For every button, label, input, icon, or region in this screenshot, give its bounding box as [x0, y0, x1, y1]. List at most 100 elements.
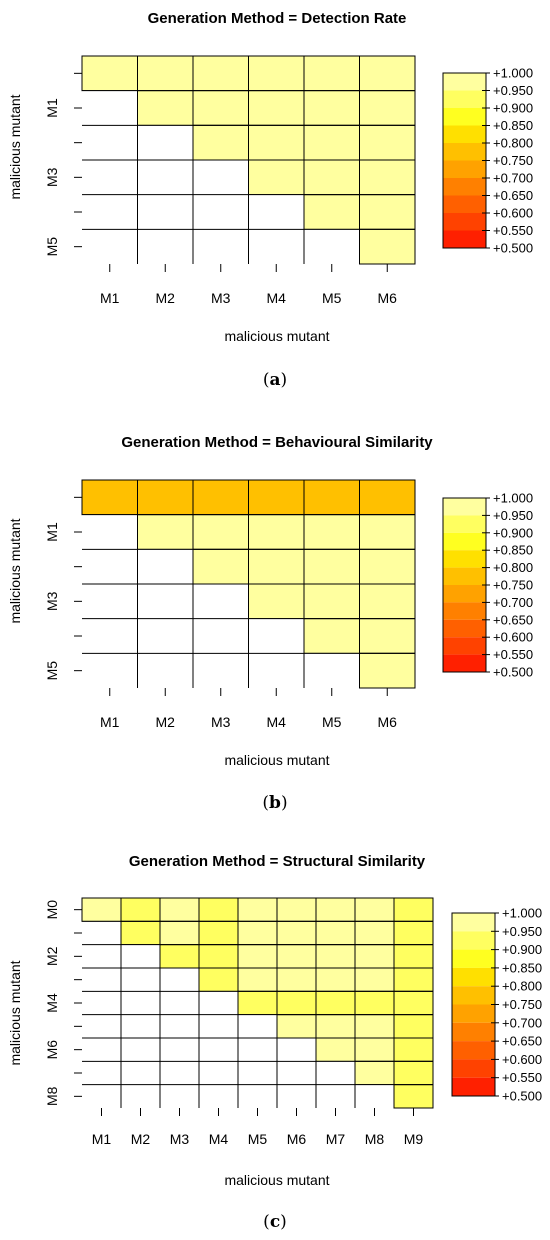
y-tick-label: M4	[44, 993, 60, 1013]
heatmap-cell	[137, 549, 193, 584]
x-tick-label: M3	[211, 290, 231, 306]
heatmap-cell	[304, 653, 360, 688]
legend-label: +0.700	[493, 595, 533, 610]
legend-swatch	[443, 515, 486, 533]
heatmap-cell	[315, 967, 356, 992]
legend-label: +0.600	[493, 206, 533, 221]
x-tick-label: M7	[326, 1131, 346, 1147]
legend-swatch	[443, 73, 486, 91]
legend-swatch	[452, 1041, 495, 1060]
heatmap-cell	[276, 920, 317, 946]
heatmap-cell	[237, 944, 278, 969]
legend-label: +0.750	[502, 997, 542, 1012]
heatmap-cell	[359, 194, 416, 230]
heatmap-cell	[82, 229, 138, 264]
legend-label: +1.000	[493, 66, 533, 81]
panel-c-y-ticks: M0 M2 M4 M6 M8	[44, 900, 82, 1106]
heatmap-cell	[393, 990, 434, 1016]
legend-swatch	[443, 619, 486, 638]
heatmap-cell	[359, 583, 416, 620]
heatmap-cell	[121, 991, 160, 1015]
x-tick-label: M3	[170, 1131, 190, 1147]
heatmap-cell	[238, 1084, 277, 1108]
legend-swatch	[443, 230, 486, 248]
legend-swatch	[443, 108, 486, 126]
heatmap-cell	[121, 1084, 160, 1108]
heatmap-cell	[354, 944, 395, 969]
heatmap-cell	[198, 967, 239, 992]
heatmap-cell	[237, 920, 278, 946]
panel-c-title: Generation Method = Structural Similarit…	[129, 853, 426, 870]
heatmap-cell	[393, 1014, 434, 1039]
heatmap-cell	[277, 1038, 316, 1062]
legend-label: +0.900	[493, 101, 533, 116]
heatmap-cell	[359, 479, 416, 516]
panel-b-x-axis-label: malicious mutant	[224, 752, 329, 768]
x-tick-label: M1	[100, 714, 120, 730]
y-tick-label: M2	[44, 946, 60, 966]
heatmap-cell	[248, 548, 305, 585]
x-tick-label: M2	[131, 1131, 151, 1147]
legend-label: +0.750	[493, 153, 533, 168]
heatmap-cell	[120, 897, 161, 922]
heatmap-cell	[192, 548, 249, 585]
heatmap-cell	[82, 194, 138, 230]
heatmap-cell	[303, 194, 360, 230]
x-tick-label: M6	[378, 714, 398, 730]
heatmap-cell	[248, 653, 304, 688]
heatmap-cell	[137, 618, 193, 654]
legend-label: +0.700	[502, 1015, 542, 1030]
legend-label: +0.950	[502, 924, 542, 939]
heatmap-cell	[82, 944, 121, 968]
panel-a-y-axis-label: malicious mutant	[7, 94, 23, 199]
heatmap-cell	[160, 1038, 199, 1062]
heatmap-cell	[393, 1037, 434, 1062]
panel-a-x-ticks: M1 M2 M3 M4 M5 M6	[100, 264, 397, 306]
panel-a-legend: +1.000 +0.950 +0.900 +0.850 +0.800 +0.750 +0.7…	[442, 66, 533, 256]
panel-b: Generation Method = Behavioural Similari…	[7, 434, 533, 813]
panel-c-y-axis-label: malicious mutant	[7, 960, 23, 1065]
heatmap-cell	[359, 514, 416, 550]
heatmap-cell	[315, 920, 356, 946]
legend-swatch	[452, 967, 495, 987]
y-tick-label: M8	[44, 1086, 60, 1106]
heatmap-cell	[248, 124, 305, 161]
legend-swatch	[452, 949, 495, 968]
heatmap-cell	[137, 90, 194, 126]
heatmap-cell	[137, 194, 193, 230]
heatmap-cell	[393, 920, 434, 946]
heatmap-cell	[137, 55, 194, 92]
heatmap-cell	[199, 1084, 238, 1108]
heatmap-cell	[120, 920, 161, 946]
heatmap-cell	[82, 968, 121, 992]
legend-label: +0.800	[502, 979, 542, 994]
x-tick-label: M8	[365, 1131, 385, 1147]
heatmap-cell	[121, 968, 160, 992]
panel-c-x-axis-label: malicious mutant	[224, 1172, 329, 1188]
heatmap-cell	[248, 583, 305, 620]
heatmap-cell	[315, 990, 356, 1016]
heatmap-cell	[354, 1014, 395, 1039]
heatmap-cell	[199, 991, 238, 1015]
heatmap-cell	[303, 159, 360, 196]
panel-c-caption-letter: c	[270, 1212, 280, 1232]
heatmap-cell	[121, 1014, 160, 1038]
heatmap-cell	[199, 1014, 238, 1038]
legend-label: +0.650	[502, 1034, 542, 1049]
heatmap-cell	[159, 897, 200, 922]
legend-swatch	[443, 125, 486, 143]
heatmap-cell	[137, 653, 193, 688]
heatmap-cell	[237, 967, 278, 992]
heatmap-cell	[81, 479, 138, 516]
panel-b-title: Generation Method = Behavioural Similari…	[121, 434, 433, 451]
heatmap-cell	[193, 618, 249, 654]
legend-swatch	[452, 1059, 495, 1078]
legend-swatch	[443, 532, 486, 551]
heatmap-cell	[192, 55, 249, 92]
panel-b-x-ticks: M1 M2 M3 M4 M5 M6	[100, 688, 397, 730]
heatmap-cell	[237, 990, 278, 1016]
legend-swatch	[443, 637, 486, 655]
heatmap-cell	[354, 1060, 395, 1086]
panel-a-cells	[81, 55, 416, 265]
